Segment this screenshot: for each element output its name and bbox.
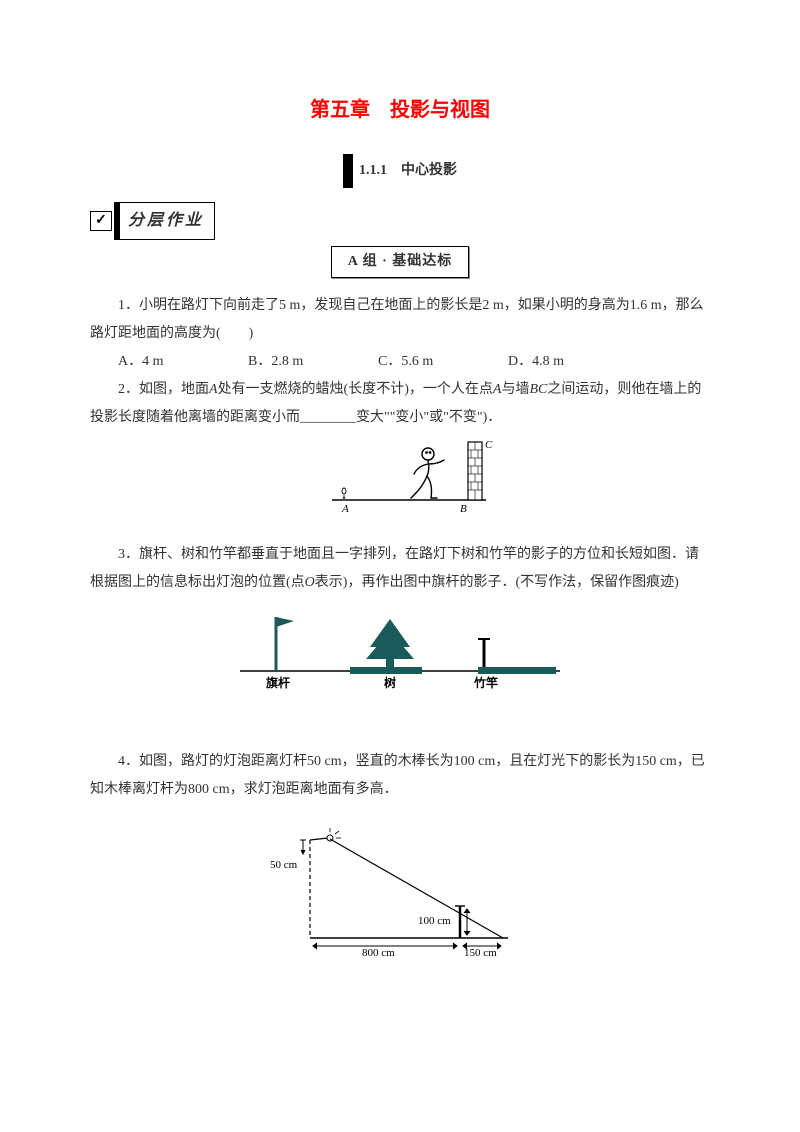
section-heading: 1.1.1 中心投影 [90, 154, 710, 188]
q3-post: 表示)，再作出图中旗杆的影子．(不写作法，保留作图痕迹) [315, 575, 679, 590]
q1-options: A．4 m B．2.8 m C．5.6 m D．4.8 m [90, 348, 710, 376]
layer-label: 分层作业 [114, 202, 215, 240]
q2-figure: A B C [90, 438, 710, 533]
q2-label-a: A [209, 382, 218, 397]
fig4-label-100: 100 cm [418, 915, 451, 927]
fig4-label-150: 150 cm [464, 947, 497, 958]
fig2-label-b: B [460, 503, 467, 515]
q4-text: 4．如图，路灯的灯泡距离灯杆50 cm，竖直的木棒长为100 cm，且在灯光下的… [90, 748, 710, 804]
q1-option-b: B．2.8 m [248, 348, 378, 376]
q1-option-c: C．5.6 m [378, 348, 508, 376]
layer-homework-header: 分层作业 [90, 202, 710, 240]
fig2-label-a: A [341, 503, 349, 515]
q4-figure: 50 cm 800 cm 100 cm 150 cm [90, 824, 710, 969]
q2-label-bc: BC [529, 382, 547, 397]
fig4-label-800: 800 cm [362, 947, 395, 958]
q3-label-o: O [305, 575, 315, 590]
group-label-wrap: A 组 · 基础达标 [90, 246, 710, 278]
page: 第五章 投影与视图 1.1.1 中心投影 分层作业 A 组 · 基础达标 1．小… [0, 0, 800, 1037]
q1-text: 1．小明在路灯下向前走了5 m，发现自己在地面上的影长是2 m，如果小明的身高为… [90, 292, 710, 348]
group-label: A 组 · 基础达标 [331, 246, 470, 278]
spacer [90, 718, 710, 748]
section-name: 中心投影 [401, 163, 457, 178]
q2-mid1: 处有一支燃烧的蜡烛(长度不计)，一个人在点 [218, 382, 493, 397]
q2-text: 2．如图，地面A处有一支燃烧的蜡烛(长度不计)，一个人在点A与墙BC之间运动，则… [90, 376, 710, 432]
q2-mid2: 与墙 [501, 382, 529, 397]
checkmark-icon [90, 211, 112, 231]
chapter-title: 第五章 投影与视图 [90, 90, 710, 130]
fig3-label-flag: 旗杆 [266, 675, 290, 690]
q1-option-a: A．4 m [118, 348, 248, 376]
fig3-label-pole: 竹竿 [473, 675, 498, 690]
section-bar-icon [343, 154, 353, 188]
q2-pre: 2．如图，地面 [118, 382, 209, 397]
section-number: 1.1.1 [359, 163, 387, 178]
section-text: 1.1.1 中心投影 [359, 157, 457, 185]
q3-text: 3．旗杆、树和竹竿都垂直于地面且一字排列，在路灯下树和竹竿的影子的方位和长短如图… [90, 541, 710, 597]
fig2-label-c: C [485, 439, 493, 451]
fig3-label-tree: 树 [384, 675, 396, 690]
fig4-label-50: 50 cm [270, 859, 298, 871]
q1-option-d: D．4.8 m [508, 348, 638, 376]
q3-figure: 旗杆 树 竹竿 [90, 603, 710, 710]
